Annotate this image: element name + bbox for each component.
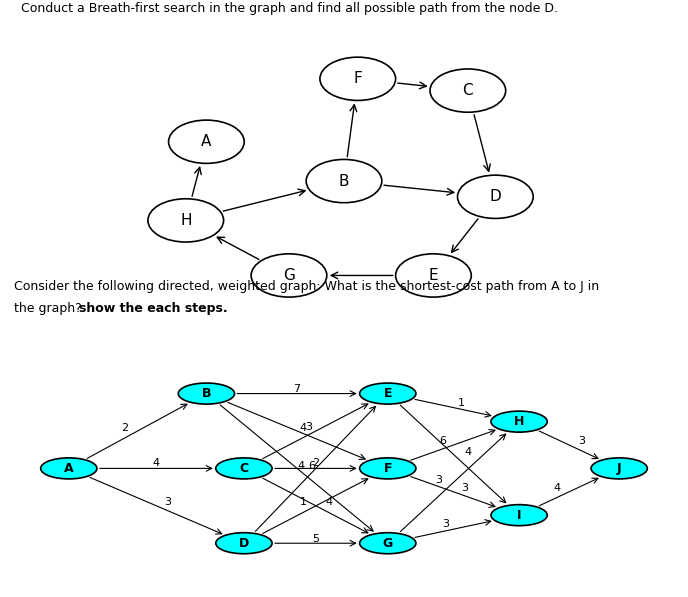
Circle shape (458, 175, 533, 219)
Circle shape (216, 458, 272, 479)
Circle shape (360, 533, 416, 554)
Circle shape (41, 458, 97, 479)
Text: F: F (383, 462, 392, 475)
Text: 4: 4 (153, 457, 160, 467)
Circle shape (360, 383, 416, 404)
Text: 4: 4 (325, 497, 332, 507)
Text: A: A (64, 462, 74, 475)
Text: 3: 3 (442, 519, 449, 529)
Text: 3: 3 (436, 475, 442, 485)
Circle shape (320, 57, 396, 100)
Circle shape (216, 533, 272, 554)
Text: 5: 5 (312, 534, 319, 543)
Circle shape (360, 458, 416, 479)
Text: 3: 3 (461, 482, 468, 493)
Text: H: H (514, 415, 524, 428)
Text: 3: 3 (578, 436, 585, 447)
Circle shape (491, 504, 547, 526)
Circle shape (251, 254, 327, 297)
Text: F: F (354, 71, 362, 87)
Text: H: H (180, 213, 191, 228)
Text: E: E (429, 268, 438, 283)
Text: Consider the following directed, weighted graph: What is the shortest-cost path : Consider the following directed, weighte… (14, 280, 599, 293)
Text: D: D (239, 537, 249, 550)
Text: 4: 4 (298, 461, 305, 472)
Circle shape (148, 199, 224, 242)
Text: 6: 6 (308, 461, 315, 471)
Text: 4: 4 (553, 483, 561, 493)
Circle shape (306, 159, 382, 203)
Text: C: C (462, 83, 473, 98)
Text: C: C (239, 462, 248, 475)
Text: J: J (617, 462, 621, 475)
Text: G: G (383, 537, 393, 550)
Text: show the each steps.: show the each steps. (79, 303, 228, 315)
Text: 1: 1 (458, 398, 464, 408)
Text: 7: 7 (294, 384, 301, 394)
Text: 4: 4 (464, 447, 471, 457)
Text: 3: 3 (305, 422, 312, 432)
Text: E: E (383, 387, 392, 400)
Circle shape (591, 458, 647, 479)
Text: 4: 4 (299, 423, 307, 433)
Text: B: B (202, 387, 211, 400)
Text: the graph?: the graph? (14, 303, 85, 315)
Circle shape (169, 120, 244, 164)
Text: 1: 1 (300, 497, 307, 507)
Text: 2: 2 (312, 457, 319, 467)
Circle shape (178, 383, 235, 404)
Circle shape (430, 69, 506, 112)
Circle shape (396, 254, 471, 297)
Text: I: I (517, 509, 522, 522)
Text: 3: 3 (164, 497, 171, 507)
Circle shape (491, 411, 547, 432)
Text: A: A (201, 134, 212, 149)
Text: B: B (338, 174, 350, 189)
Text: Conduct a Breath-first search in the graph and find all possible path from the n: Conduct a Breath-first search in the gra… (21, 2, 558, 15)
Text: 2: 2 (121, 423, 128, 433)
Text: G: G (283, 268, 295, 283)
Text: D: D (489, 189, 502, 204)
Text: 6: 6 (439, 436, 447, 446)
